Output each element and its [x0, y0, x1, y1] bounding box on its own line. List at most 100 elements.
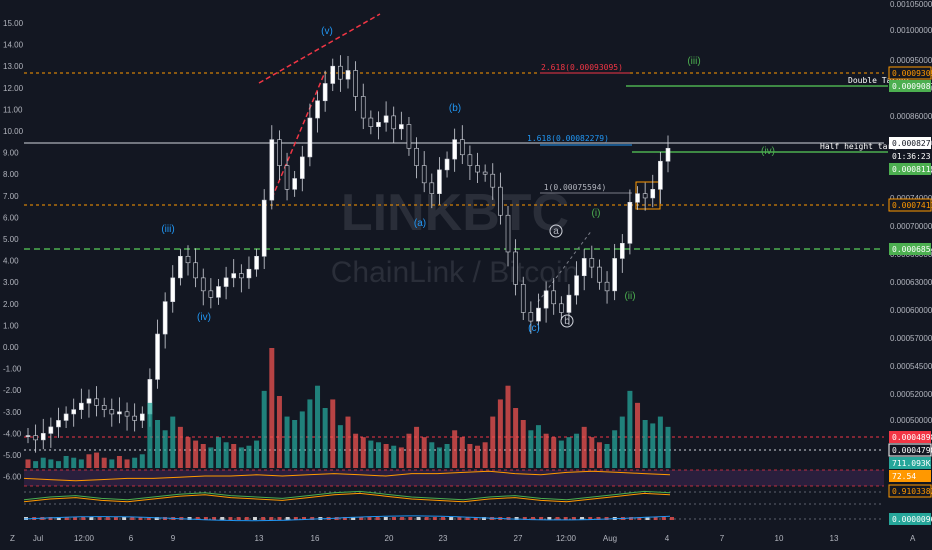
left-axis-tick: 8.00 — [3, 170, 19, 179]
volume-bar — [337, 425, 343, 468]
x-axis-tick: 12:00 — [74, 534, 95, 543]
candle-body — [48, 426, 54, 434]
x-axis-tick: Jul — [33, 534, 43, 543]
volume-bar — [185, 437, 191, 468]
candle-body — [498, 186, 503, 216]
rsi-line — [23, 470, 671, 482]
candle-body — [353, 70, 358, 97]
volume-bar — [48, 459, 54, 468]
left-axis: 15.00 14.00 13.00 12.00 11.00 10.00 9.00 8.00 7.… — [3, 19, 24, 482]
price-tag: 0.91033824 — [892, 487, 932, 496]
volume-bar — [86, 454, 92, 468]
price-tag: 0.00000962 — [892, 515, 932, 524]
candle-body — [467, 154, 473, 166]
macd-histogram-bar — [375, 517, 380, 520]
volume-bar — [444, 444, 450, 468]
x-axis-tick: 10 — [775, 534, 784, 543]
macd-histogram-bar — [367, 517, 372, 520]
candle-body — [345, 70, 351, 80]
price-tag: 0.00090879 — [892, 82, 932, 91]
volume-bar — [383, 444, 389, 468]
price-tag: 0.00093095 — [892, 69, 932, 78]
volume-bar — [551, 437, 557, 468]
macd-line — [23, 515, 671, 522]
volume-bar — [520, 420, 526, 468]
target-lines: Double Target Half height target*526 — [626, 76, 926, 153]
volume-bar — [657, 416, 663, 468]
volume-bar — [353, 433, 359, 468]
volume-bar — [261, 390, 267, 468]
candle-body — [79, 402, 84, 410]
price-tag-box — [888, 198, 932, 212]
candle-body — [124, 411, 130, 417]
volume-bar — [78, 459, 84, 468]
volume-bar — [635, 402, 641, 468]
macd-histogram-bar — [670, 517, 674, 520]
price-tag-box — [889, 150, 931, 162]
left-axis-tick: -3.00 — [3, 408, 22, 417]
macd-histogram-bar — [293, 517, 298, 520]
macd-histogram-bar — [416, 517, 421, 520]
candle-body — [543, 290, 549, 309]
price-tags: 0.00093095 0.00090879 0.00082737 01:36:23 0.… — [888, 66, 932, 525]
candle-body — [437, 169, 442, 194]
price-tag: 72.54 — [892, 472, 916, 481]
volume-bar — [497, 399, 503, 468]
candle-body — [368, 117, 374, 127]
macd-histogram-bar — [203, 517, 208, 520]
price-tag: 0.00081150 — [892, 165, 932, 174]
macd-histogram-bar — [261, 517, 266, 520]
price-tag: 711.093K — [892, 459, 931, 468]
volume-bar — [101, 457, 107, 468]
macd-histogram-bar — [424, 517, 429, 520]
macd-histogram-bar — [252, 517, 257, 520]
wedge-lower-line — [271, 71, 326, 199]
volume-bar — [513, 408, 519, 468]
candle-body — [56, 420, 61, 428]
candle-body — [650, 189, 656, 199]
watermark-name: ChainLink / Bitcoin — [331, 256, 579, 289]
volume-bar — [132, 457, 138, 468]
candle-body — [658, 160, 663, 190]
candle-body — [307, 117, 313, 158]
macd-histogram-bar — [645, 517, 650, 520]
volume-bar — [177, 426, 183, 468]
macd-histogram-bar — [81, 517, 86, 520]
price-tag-box — [889, 163, 931, 175]
macd-histogram-bar — [154, 517, 159, 520]
candle-body — [292, 178, 297, 190]
candle-body — [505, 214, 511, 253]
left-axis-tick: -4.00 — [3, 429, 22, 438]
volume-bars — [25, 348, 671, 468]
macd-histogram-bar — [130, 517, 135, 520]
x-axis-tick: 7 — [720, 534, 725, 543]
candle-body — [132, 415, 137, 421]
volume-bar — [94, 452, 100, 468]
volume-bar — [368, 440, 374, 468]
left-axis-tick: 3.00 — [3, 278, 19, 287]
candle-body — [101, 405, 107, 410]
volume-bar — [193, 440, 199, 468]
price-tag: 0.00074112 — [892, 201, 932, 210]
candle-body — [109, 409, 115, 415]
volume-bar — [254, 440, 260, 468]
volume-bar — [360, 437, 366, 468]
candle-body — [86, 398, 92, 404]
wave-label: (a) — [414, 218, 426, 229]
volume-bar — [406, 433, 412, 468]
left-axis-tick: 10.00 — [3, 127, 24, 136]
volume-bar — [475, 445, 481, 468]
double-target-label: Double Target — [848, 76, 911, 85]
wave-label: (iii) — [687, 56, 700, 67]
macd-histogram-bar — [351, 517, 356, 520]
fib-1-label: 1(0.00075594) — [544, 183, 607, 192]
candle-body — [284, 165, 290, 190]
price-tag: 0.00082737 — [892, 139, 932, 148]
volume-bar — [25, 459, 31, 468]
macd-histogram-bar — [449, 517, 454, 520]
candle-body — [391, 115, 397, 130]
candle-body — [200, 277, 206, 292]
stoch-d-line — [23, 492, 671, 503]
volume-bar — [558, 440, 564, 468]
